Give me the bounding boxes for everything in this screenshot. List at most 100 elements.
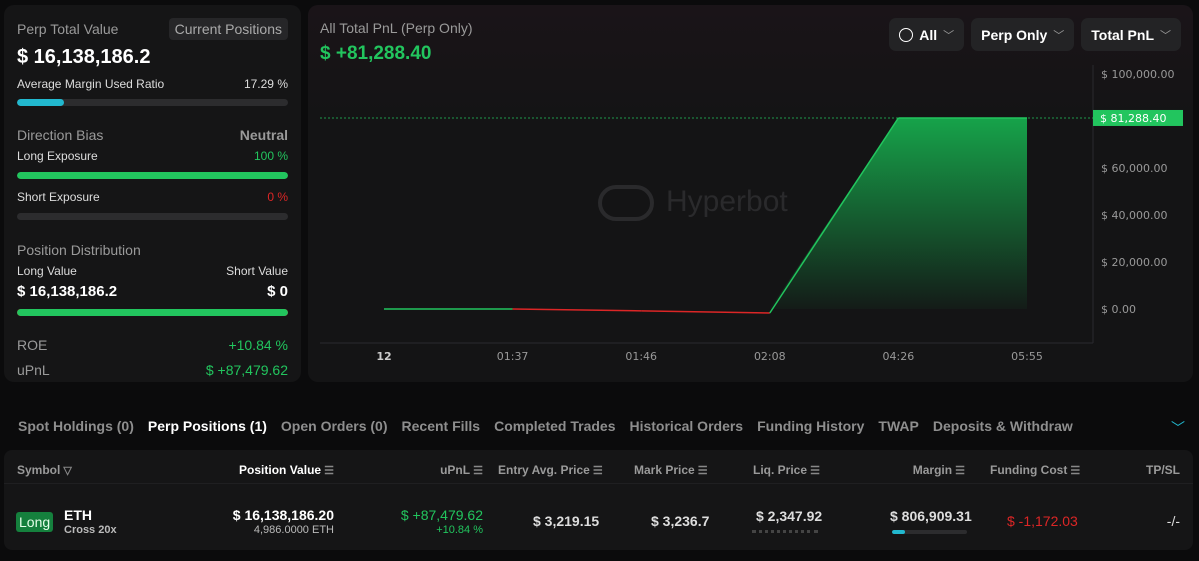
long-value-label: Long Value — [17, 264, 77, 278]
sort-icon[interactable]: ☰ — [952, 465, 965, 477]
x-tick-label: 12 — [376, 350, 391, 363]
x-tick-label: 01:37 — [497, 350, 529, 363]
pnl-chart: 12 01:37 01:46 02:08 04:26 05:55 $ 100,000.00 $… — [320, 65, 1183, 363]
position-distribution-label: Position Distribution — [17, 242, 141, 258]
tab-open-orders[interactable]: Open Orders (0) — [280, 418, 388, 434]
upnl-percent: +10.84 % — [436, 524, 483, 536]
sort-icon[interactable]: ☰ — [807, 465, 820, 477]
pnl-chart-panel: All Total PnL (Perp Only) $ +81,288.40 A… — [308, 5, 1193, 382]
positions-table: Symbol ▽ Position Value ☰ uPnL ☰ Entry Avg.… — [4, 450, 1193, 550]
x-tick-label: 02:08 — [754, 350, 786, 363]
perp-total-value-label: Perp Total Value — [17, 21, 119, 37]
scope-dropdown[interactable]: Perp Only ﹀ — [971, 18, 1075, 51]
long-value: $ 16,138,186.2 — [17, 283, 118, 300]
current-positions-button[interactable]: Current Positions — [168, 18, 288, 40]
liq-distance-indicator — [752, 530, 818, 533]
margin-ratio-label: Average Margin Used Ratio — [17, 77, 165, 91]
short-exposure-label: Short Exposure — [17, 190, 100, 204]
column-header-mark-price[interactable]: Mark Price ☰ — [634, 463, 708, 477]
series-line-segment — [641, 310, 770, 314]
x-tick-label: 04:26 — [883, 350, 915, 363]
long-exposure-label: Long Exposure — [17, 149, 98, 163]
sort-icon[interactable]: ☰ — [694, 465, 708, 477]
entry-price: $ 3,219.15 — [533, 513, 600, 529]
hyperbot-watermark: Hyperbot — [598, 185, 788, 222]
position-size: 4,986.0000 ETH — [253, 524, 334, 536]
y-tick-label: $ 20,000.00 — [1101, 256, 1167, 269]
short-value: $ 0 — [267, 283, 288, 300]
liq-price: $ 2,347.92 — [756, 508, 823, 524]
symbol[interactable]: ETH — [64, 507, 92, 523]
column-header-symbol[interactable]: Symbol ▽ — [17, 463, 72, 477]
short-value-label: Short Value — [226, 264, 288, 278]
chevron-down-icon: ﹀ — [1160, 29, 1171, 42]
current-value-badge — [1093, 109, 1183, 126]
short-exposure-value: 0 % — [267, 190, 288, 204]
series-line-segment — [512, 308, 642, 312]
chart-total-pnl: $ +81,288.40 — [320, 43, 432, 64]
upnl: $ +87,479.62 — [400, 507, 483, 523]
positive-area — [384, 117, 1027, 309]
clock-icon — [899, 27, 914, 42]
side-badge: Long — [16, 512, 54, 532]
long-exposure-value: 100 % — [253, 149, 288, 163]
column-header-entry-avg-price[interactable]: Entry Avg. Price ☰ — [498, 463, 603, 477]
summary-panel: Perp Total Value Current Positions $ 16,… — [4, 5, 301, 382]
perp-total-value: $ 16,138,186.2 — [17, 46, 151, 68]
sort-icon[interactable]: ☰ — [1067, 465, 1081, 477]
column-header-tp-sl[interactable]: TP/SL — [1145, 463, 1180, 477]
current-value-label: $ 81,288.40 — [1100, 112, 1166, 125]
x-tick-label: 05:55 — [1011, 350, 1043, 363]
tab-funding-history[interactable]: Funding History — [757, 418, 865, 434]
range-dropdown[interactable]: All ﹀ — [889, 18, 965, 51]
mark-price: $ 3,236.7 — [651, 513, 710, 529]
roe-value: +10.84 % — [228, 337, 288, 353]
upnl-value: $ +87,479.62 — [205, 362, 288, 378]
margin-ratio-mini-bar — [892, 530, 967, 534]
tab-bar: Spot Holdings (0) Perp Positions (1) Open … — [18, 418, 1163, 436]
sort-icon[interactable]: ☰ — [589, 465, 603, 477]
position-distribution-bar — [17, 309, 288, 316]
series-line-segment — [769, 117, 900, 314]
hyperbot-logo-icon — [598, 185, 654, 222]
tab-historical-orders[interactable]: Historical Orders — [629, 418, 744, 434]
sort-icon[interactable]: ☰ — [321, 465, 334, 477]
column-header-liq-price[interactable]: Liq. Price ☰ — [753, 463, 820, 477]
chart-title: All Total PnL (Perp Only) — [320, 20, 473, 36]
direction-bias-value: Neutral — [239, 127, 288, 143]
column-header-upnl[interactable]: uPnL ☰ — [440, 463, 483, 477]
chevron-down-icon: ﹀ — [943, 29, 955, 42]
position-value: $ 16,138,186.20 — [232, 507, 334, 523]
column-header-funding-cost[interactable]: Funding Cost ☰ — [990, 463, 1081, 477]
tab-twap[interactable]: TWAP — [878, 418, 919, 434]
y-tick-label: $ 60,000.00 — [1101, 162, 1167, 175]
y-tick-label: $ 0.00 — [1101, 303, 1136, 316]
y-tick-label: $ 100,000.00 — [1101, 68, 1174, 81]
margin-ratio-value: 17.29 % — [243, 77, 288, 91]
margin-mode: Cross 20x — [64, 524, 117, 536]
tab-perp-positions[interactable]: Perp Positions (1) — [147, 418, 267, 434]
tabs-scroll-chevron-icon[interactable]: ﹀ — [1171, 420, 1185, 436]
chart-filters: All ﹀ Perp Only ﹀ Total PnL ﹀ — [889, 18, 1181, 51]
tab-deposits-withdraw[interactable]: Deposits & Withdraw — [932, 418, 1073, 434]
sort-icon[interactable]: ☰ — [470, 465, 483, 477]
tab-recent-fills[interactable]: Recent Fills — [401, 418, 481, 434]
filter-icon[interactable]: ▽ — [60, 465, 72, 477]
column-header-position-value[interactable]: Position Value ☰ — [239, 463, 334, 477]
funding-cost: $ -1,172.03 — [1007, 513, 1078, 529]
tab-spot-holdings[interactable]: Spot Holdings (0) — [18, 418, 134, 434]
column-header-margin[interactable]: Margin ☰ — [912, 463, 965, 477]
short-exposure-bar — [17, 213, 288, 220]
tab-completed-trades[interactable]: Completed Trades — [494, 418, 616, 434]
roe-label: ROE — [17, 337, 48, 353]
upnl-label: uPnL — [17, 362, 50, 378]
x-tick-label: 01:46 — [625, 350, 657, 363]
margin-ratio-bar — [17, 99, 288, 106]
y-tick-label: $ 40,000.00 — [1101, 209, 1167, 222]
margin: $ 806,909.31 — [890, 508, 972, 524]
long-exposure-bar — [17, 172, 288, 179]
tpsl[interactable]: -/- — [1166, 513, 1180, 529]
metric-dropdown[interactable]: Total PnL ﹀ — [1081, 18, 1181, 51]
direction-bias-label: Direction Bias — [17, 127, 104, 143]
chevron-down-icon: ﹀ — [1053, 29, 1065, 42]
